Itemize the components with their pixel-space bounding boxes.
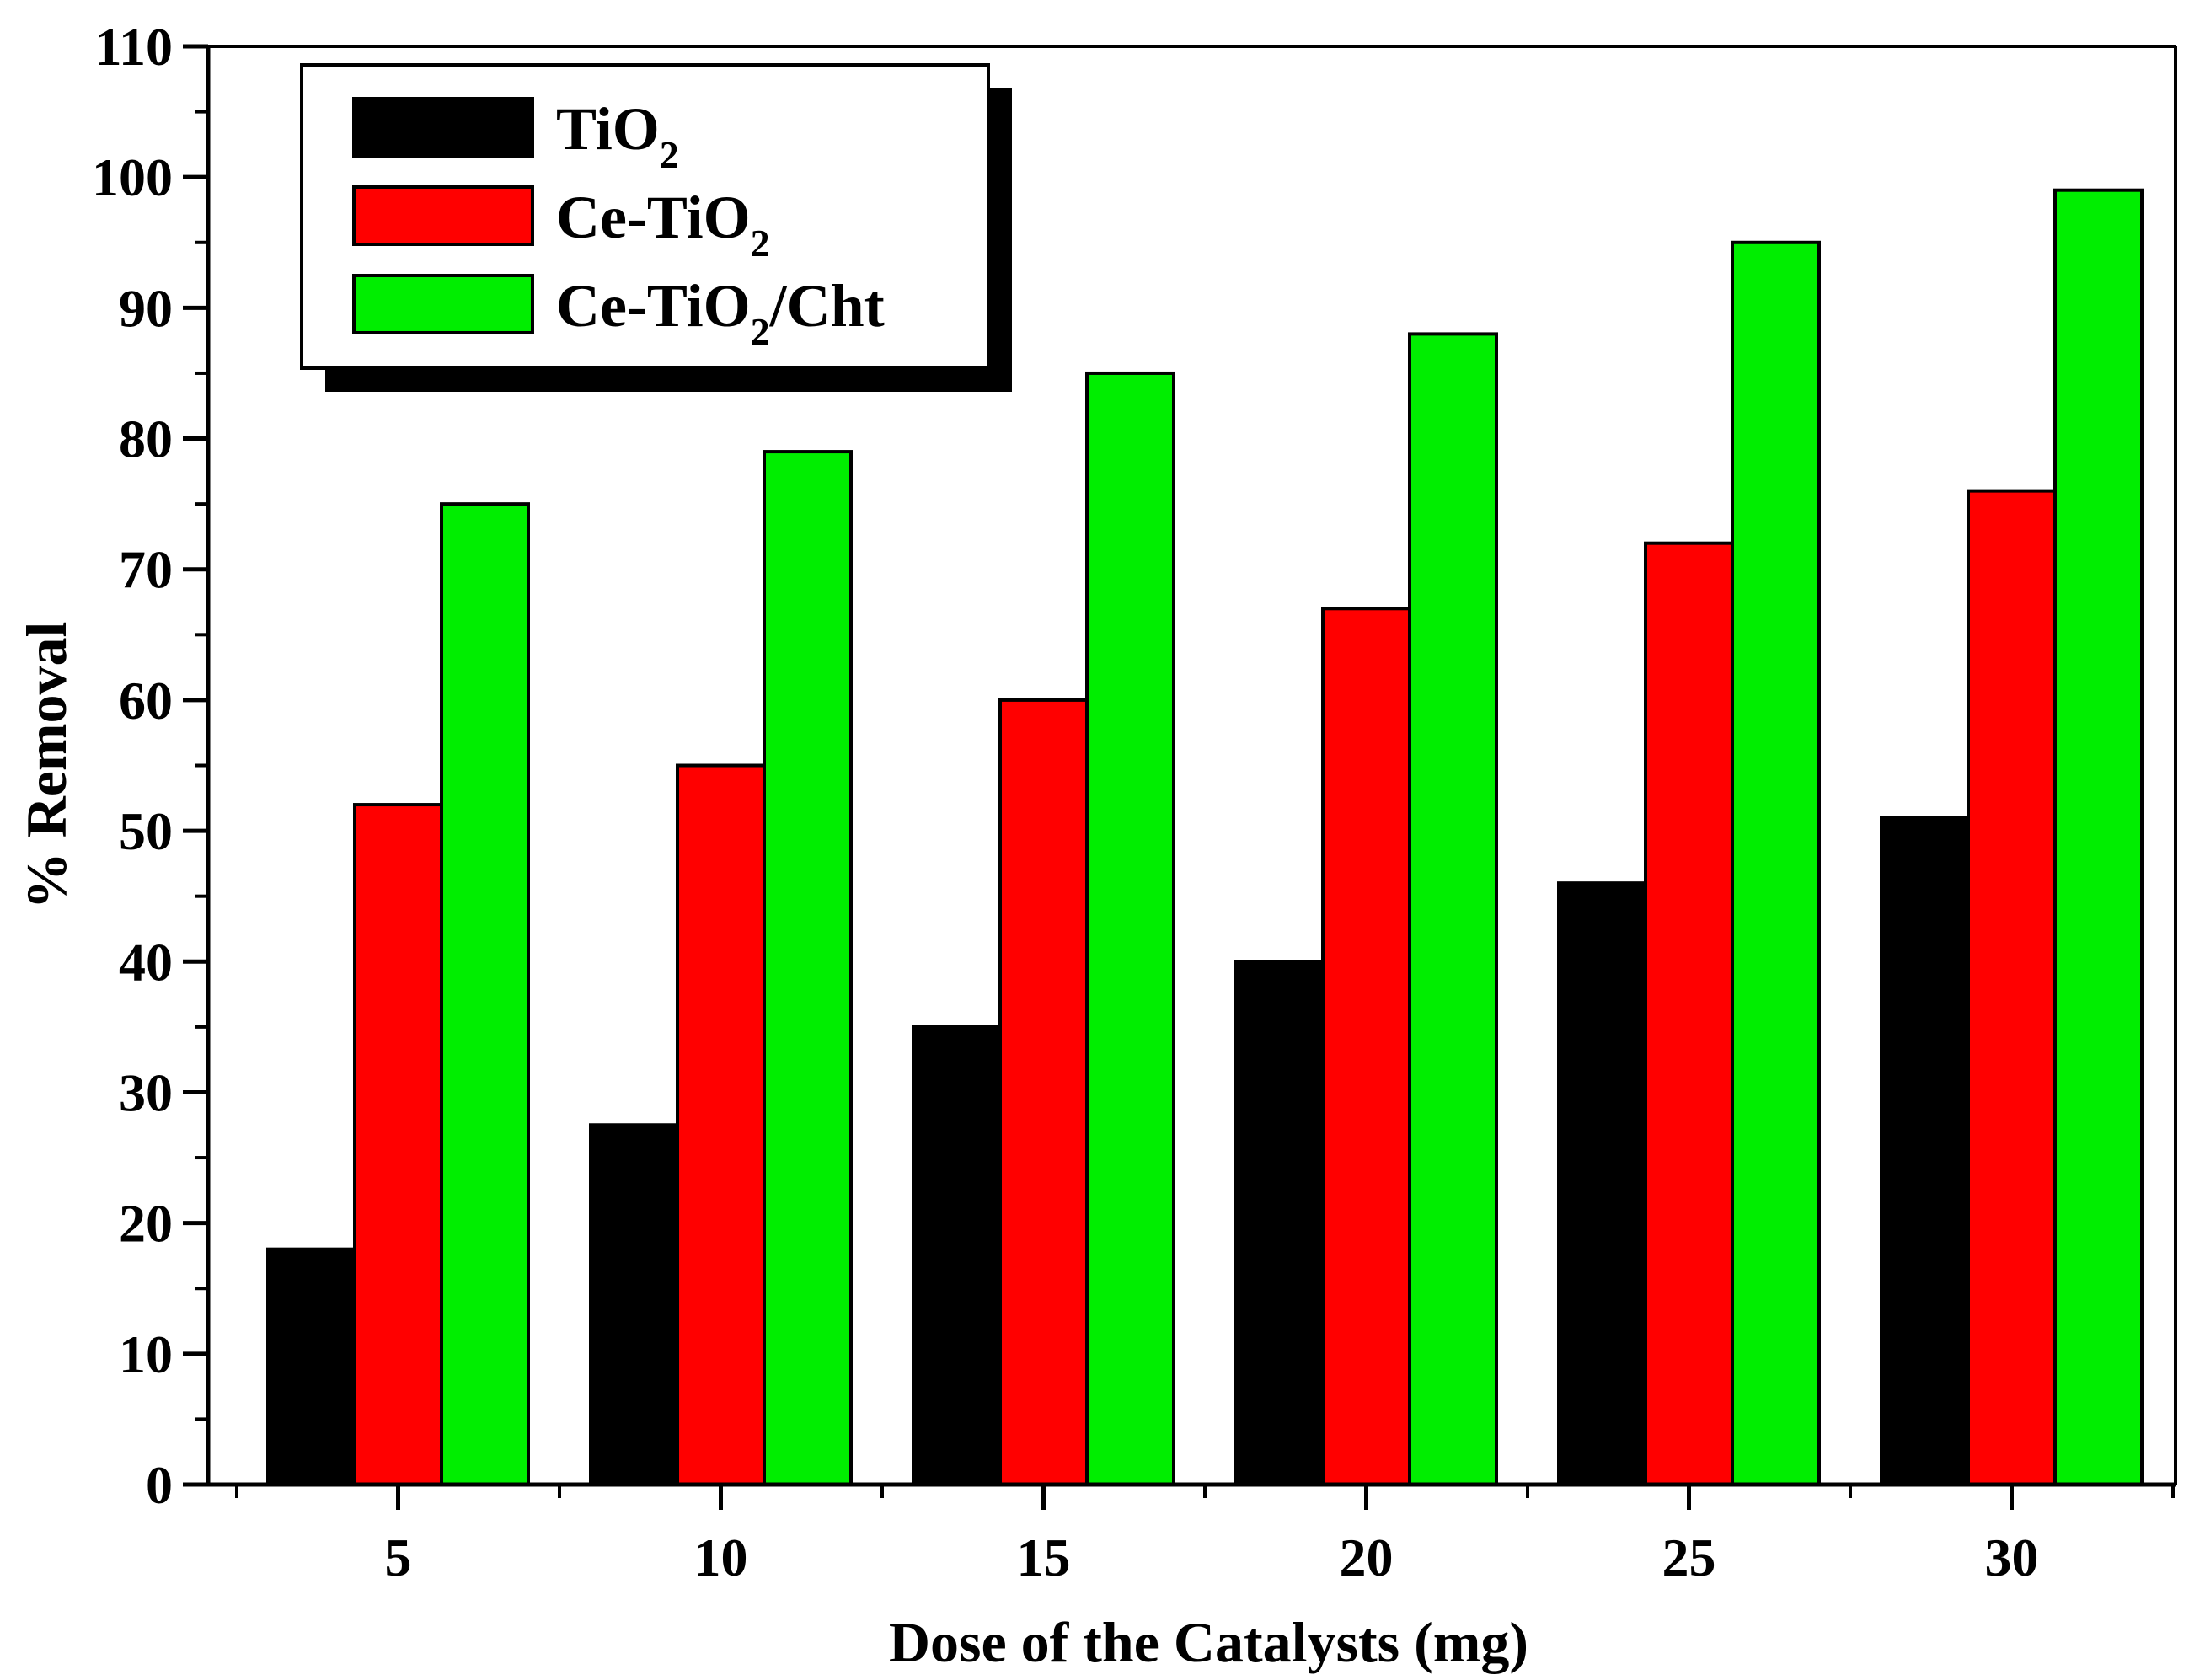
y-tick-label: 70 [119, 540, 173, 600]
bar-tio2-25 [1557, 881, 1647, 1487]
x-axis-title: Dose of the Catalysts (mg) [889, 1610, 1528, 1674]
y-tick-label: 90 [119, 278, 173, 338]
legend-swatch-ce-tio2-cht [352, 274, 534, 334]
bar-ce-tio2-cht-5 [440, 502, 530, 1486]
y-tick-label: 50 [119, 801, 173, 861]
bar-ce-tio2-cht-25 [1731, 240, 1821, 1487]
bar-ce-tio2-15 [998, 698, 1089, 1486]
y-tick-label: 80 [119, 409, 173, 469]
y-tick-label: 100 [92, 147, 173, 207]
bar-tio2-30 [1880, 816, 1970, 1486]
legend-label: Ce-TiO2/Cht [556, 272, 885, 353]
bar-ce-tio2-25 [1644, 541, 1734, 1486]
bar-ce-tio2-cht-15 [1085, 371, 1175, 1486]
bar-ce-tio2-30 [1967, 489, 2057, 1486]
x-tick-label: 20 [1340, 1528, 1394, 1587]
y-tick-label: 40 [119, 932, 173, 992]
axes-layer: 0 10 20 30 40 50 60 70 80 90 100 110 5 10 15 20 25 30 Dose… [14, 17, 2177, 1674]
y-tick-label: 20 [119, 1194, 173, 1254]
y-tick-label: 110 [95, 17, 173, 77]
x-tick-label: 25 [1662, 1528, 1716, 1587]
bar-ce-tio2-5 [353, 803, 443, 1486]
bar-ce-tio2-cht-30 [2053, 188, 2144, 1487]
y-axis-title: % Removal [14, 622, 78, 910]
y-tick-label: 0 [146, 1455, 173, 1515]
bars-layer [266, 188, 2144, 1487]
legend-swatch-tio2 [352, 97, 534, 158]
bar-ce-tio2-10 [676, 763, 766, 1486]
bar-ce-tio2-cht-20 [1408, 332, 1498, 1486]
bar-tio2-20 [1234, 960, 1325, 1486]
y-tick-label: 60 [119, 671, 173, 730]
y-tick-label: 10 [119, 1324, 173, 1384]
x-tick-label: 15 [1017, 1528, 1071, 1587]
x-tick-label: 30 [1985, 1528, 2039, 1587]
bar-ce-tio2-cht-10 [763, 450, 853, 1487]
legend-label: TiO2 [556, 95, 679, 176]
y-tick-label: 30 [119, 1062, 173, 1122]
x-tick-label: 5 [385, 1528, 412, 1587]
bar-tio2-15 [912, 1025, 1002, 1486]
bar-ce-tio2-20 [1321, 607, 1411, 1486]
bar-tio2-5 [266, 1247, 356, 1486]
legend-label: Ce-TiO2 [556, 184, 770, 265]
legend-swatch-ce-tio2 [352, 185, 534, 246]
x-tick-label: 10 [694, 1528, 748, 1587]
bar-tio2-10 [589, 1123, 679, 1486]
